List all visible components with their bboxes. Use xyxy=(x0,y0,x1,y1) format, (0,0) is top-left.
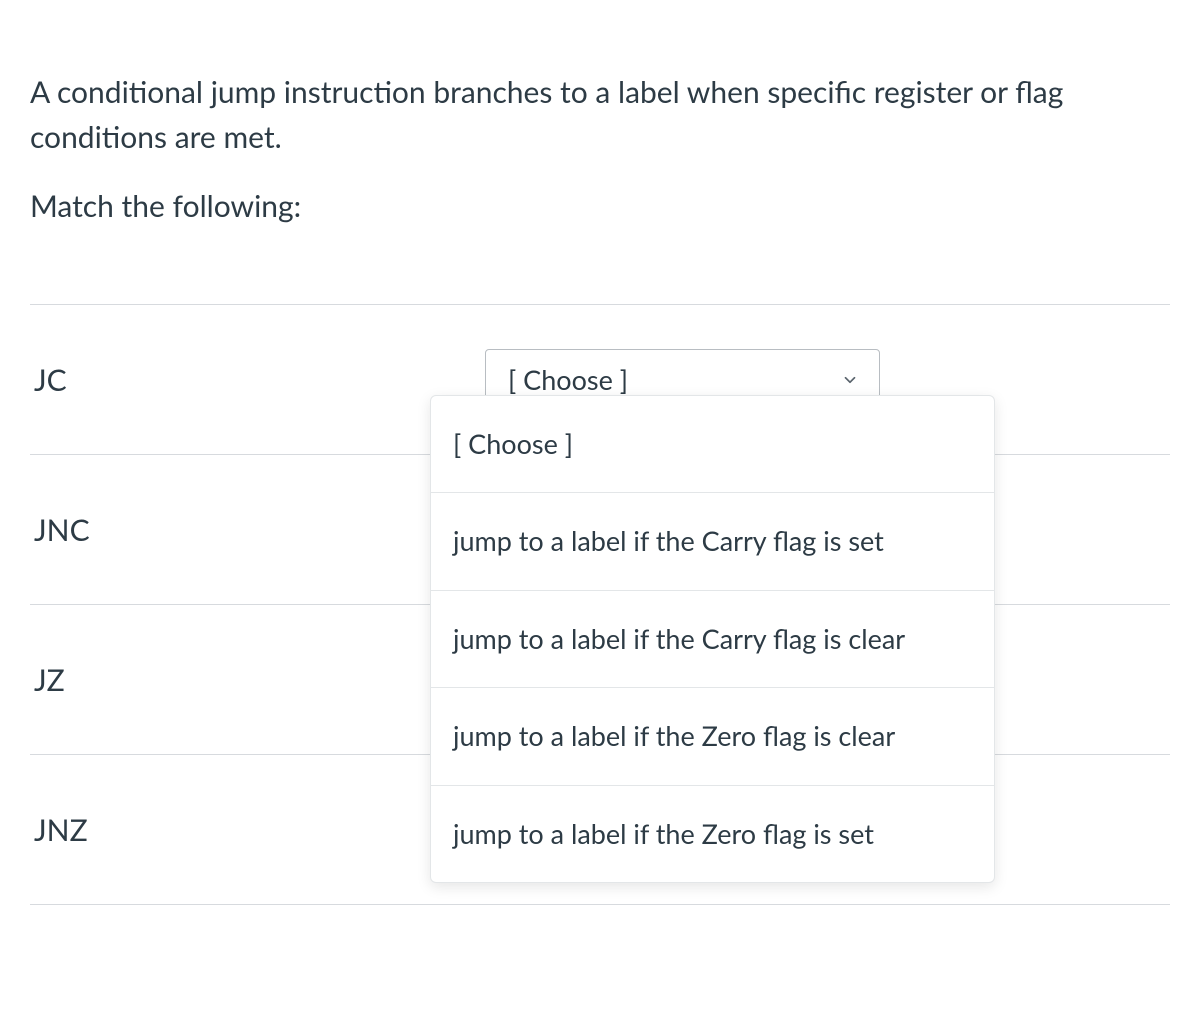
question-prompt: Match the following: xyxy=(30,188,1170,224)
match-label-jnz: JNZ xyxy=(30,812,485,848)
select-value: [ Choose ] xyxy=(508,363,628,396)
match-label-jz: JZ xyxy=(30,662,485,698)
dropdown-option-carry-set[interactable]: jump to a label if the Carry flag is set xyxy=(431,493,994,590)
match-label-jc: JC xyxy=(30,362,485,398)
match-label-jnc: JNC xyxy=(30,512,485,548)
match-row: JC [ Choose ] [ Choose ] jump to a label… xyxy=(30,305,1170,455)
question-intro: A conditional jump instruction branches … xyxy=(30,70,1170,160)
dropdown-menu: [ Choose ] jump to a label if the Carry … xyxy=(430,395,995,883)
dropdown-option-carry-clear[interactable]: jump to a label if the Carry flag is cle… xyxy=(431,591,994,688)
question-container: A conditional jump instruction branches … xyxy=(0,0,1200,905)
dropdown-option-zero-set[interactable]: jump to a label if the Zero flag is set xyxy=(431,786,994,882)
match-table: JC [ Choose ] [ Choose ] jump to a label… xyxy=(30,304,1170,905)
dropdown-option-placeholder[interactable]: [ Choose ] xyxy=(431,396,994,493)
chevron-down-icon xyxy=(841,371,859,389)
dropdown-option-zero-clear[interactable]: jump to a label if the Zero flag is clea… xyxy=(431,688,994,785)
